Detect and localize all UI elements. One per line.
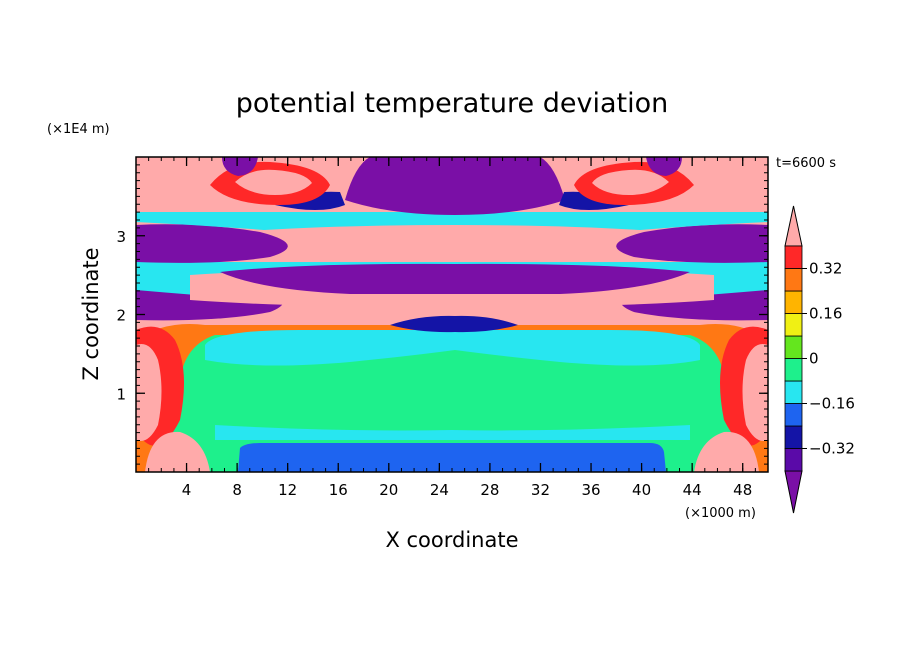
colorbar-label: −0.32 [809,440,855,458]
x-tick-label: 28 [480,481,499,499]
colorbar: −0.32 −0.16 0 0.16 0.32 [784,205,855,514]
y-tick-label: 1 [116,385,126,403]
x-axis-title: X coordinate [385,528,518,552]
contour-top-left-purple-blob [222,157,258,176]
contour-top-right-swirl-pink [592,169,669,195]
colorbar-segment [784,380,803,404]
time-label: t=6600 s [776,156,836,171]
contour-plume-bottom-right [694,431,759,472]
y-tick-label: 3 [116,228,126,246]
contour-plume-bottom-left [145,431,210,472]
colorbar-label: 0 [809,350,819,368]
x-tick-label: 48 [733,481,752,499]
colorbar-segment [784,358,803,382]
chart-title: potential temperature deviation [236,88,668,119]
y-axis-title: Z coordinate [79,247,103,380]
colorbar-segment [784,313,803,337]
y-axis-ticks: 1 2 3 [116,164,768,465]
x-tick-label: 20 [379,481,398,499]
x-tick-label: 36 [581,481,600,499]
x-tick-label: 8 [232,481,242,499]
colorbar-segment [784,448,803,472]
contour-band-lower-cyan2 [215,425,690,440]
x-tick-label: 12 [278,481,297,499]
x-tick-label: 44 [683,481,702,499]
contour-band-bottom-blue [238,443,666,472]
contour-band-left-purple-high [136,224,288,263]
x-tick-label: 32 [531,481,550,499]
contour-top-right-purple-blob [646,157,682,176]
contour-top-center-purple [345,157,565,215]
contour-band-lower-cyan [205,330,700,366]
colorbar-segment [784,403,803,427]
colorbar-segment [784,425,803,449]
x-unit-label: (×1000 m) [685,506,756,521]
contour-band-middle-purple [220,263,690,294]
x-tick-label: 4 [182,481,192,499]
x-tick-label: 16 [329,481,348,499]
plot-area [136,157,768,472]
x-tick-label: 24 [430,481,449,499]
x-axis-ticks: 4 8 12 16 20 24 28 32 36 40 44 48 [148,157,756,499]
y-unit-label: (×1E4 m) [47,122,110,137]
colorbar-under-triangle [784,470,803,514]
colorbar-segment [784,335,803,359]
contour-band-right-purple-high [616,224,768,263]
y-tick-label: 2 [116,307,126,325]
colorbar-segment [784,290,803,314]
contour-plume-left-pink [136,344,162,441]
colorbar-label: 0.16 [809,305,842,323]
contour-band-upper-cyan [136,212,768,230]
colorbar-label: 0.32 [809,260,842,278]
contour-top-left-swirl-pink [235,169,312,195]
colorbar-segment [784,268,803,292]
colorbar-segment [784,245,803,269]
colorbar-over-triangle [784,205,803,247]
contour-plume-right-pink [742,344,768,441]
x-tick-label: 40 [632,481,651,499]
colorbar-label: −0.16 [809,395,855,413]
contour-band-center-blue-low [390,315,518,333]
